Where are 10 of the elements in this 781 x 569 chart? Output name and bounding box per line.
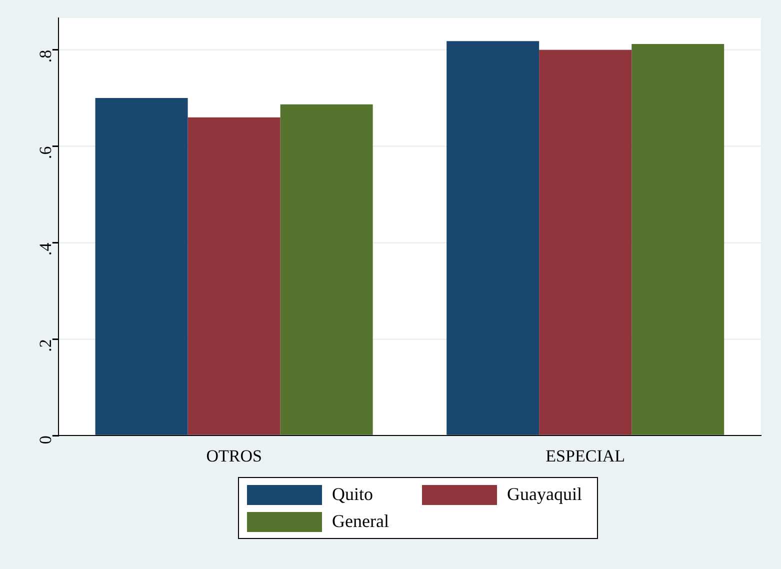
legend-label: Guayaquil [507,484,582,505]
y-tick-label: .6 [36,146,55,160]
y-tick-label: .2 [36,339,55,352]
y-tick-label: 0 [36,436,55,444]
legend-label: Quito [332,484,374,505]
x-tick-label: OTROS [206,446,262,466]
legend-label: General [332,511,389,532]
x-tick-label: ESPECIAL [546,446,626,466]
y-tick-label: .4 [36,242,55,256]
y-tick-label: .8 [36,50,55,63]
